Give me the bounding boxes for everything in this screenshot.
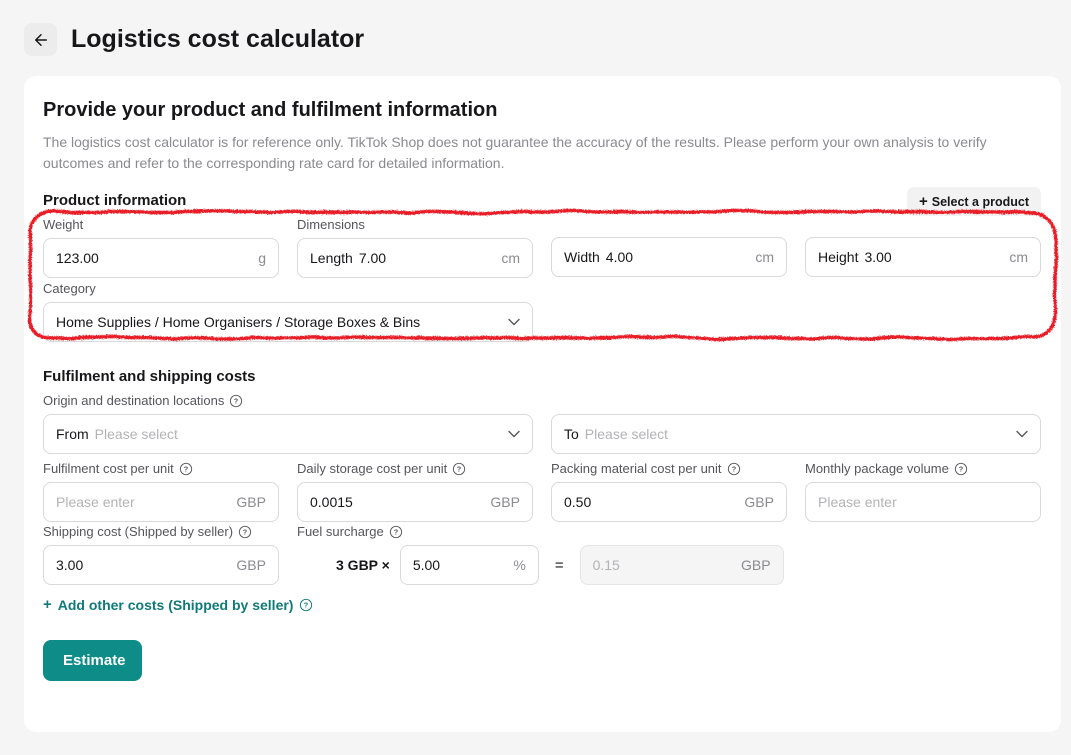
svg-text:?: ? [243,527,248,536]
svg-text:?: ? [457,464,462,473]
svg-text:?: ? [304,600,309,609]
svg-text:?: ? [959,464,964,473]
svg-text:?: ? [393,527,398,536]
svg-text:?: ? [234,396,239,405]
svg-text:?: ? [731,464,736,473]
svg-text:?: ? [184,464,189,473]
